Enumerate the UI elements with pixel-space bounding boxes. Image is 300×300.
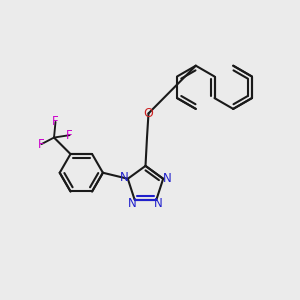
Text: F: F	[66, 129, 73, 142]
Text: N: N	[154, 196, 162, 210]
Text: N: N	[128, 196, 136, 210]
Text: O: O	[144, 107, 153, 120]
Text: N: N	[120, 171, 129, 184]
Text: F: F	[38, 138, 45, 151]
Text: N: N	[162, 172, 171, 185]
Text: F: F	[52, 116, 59, 128]
